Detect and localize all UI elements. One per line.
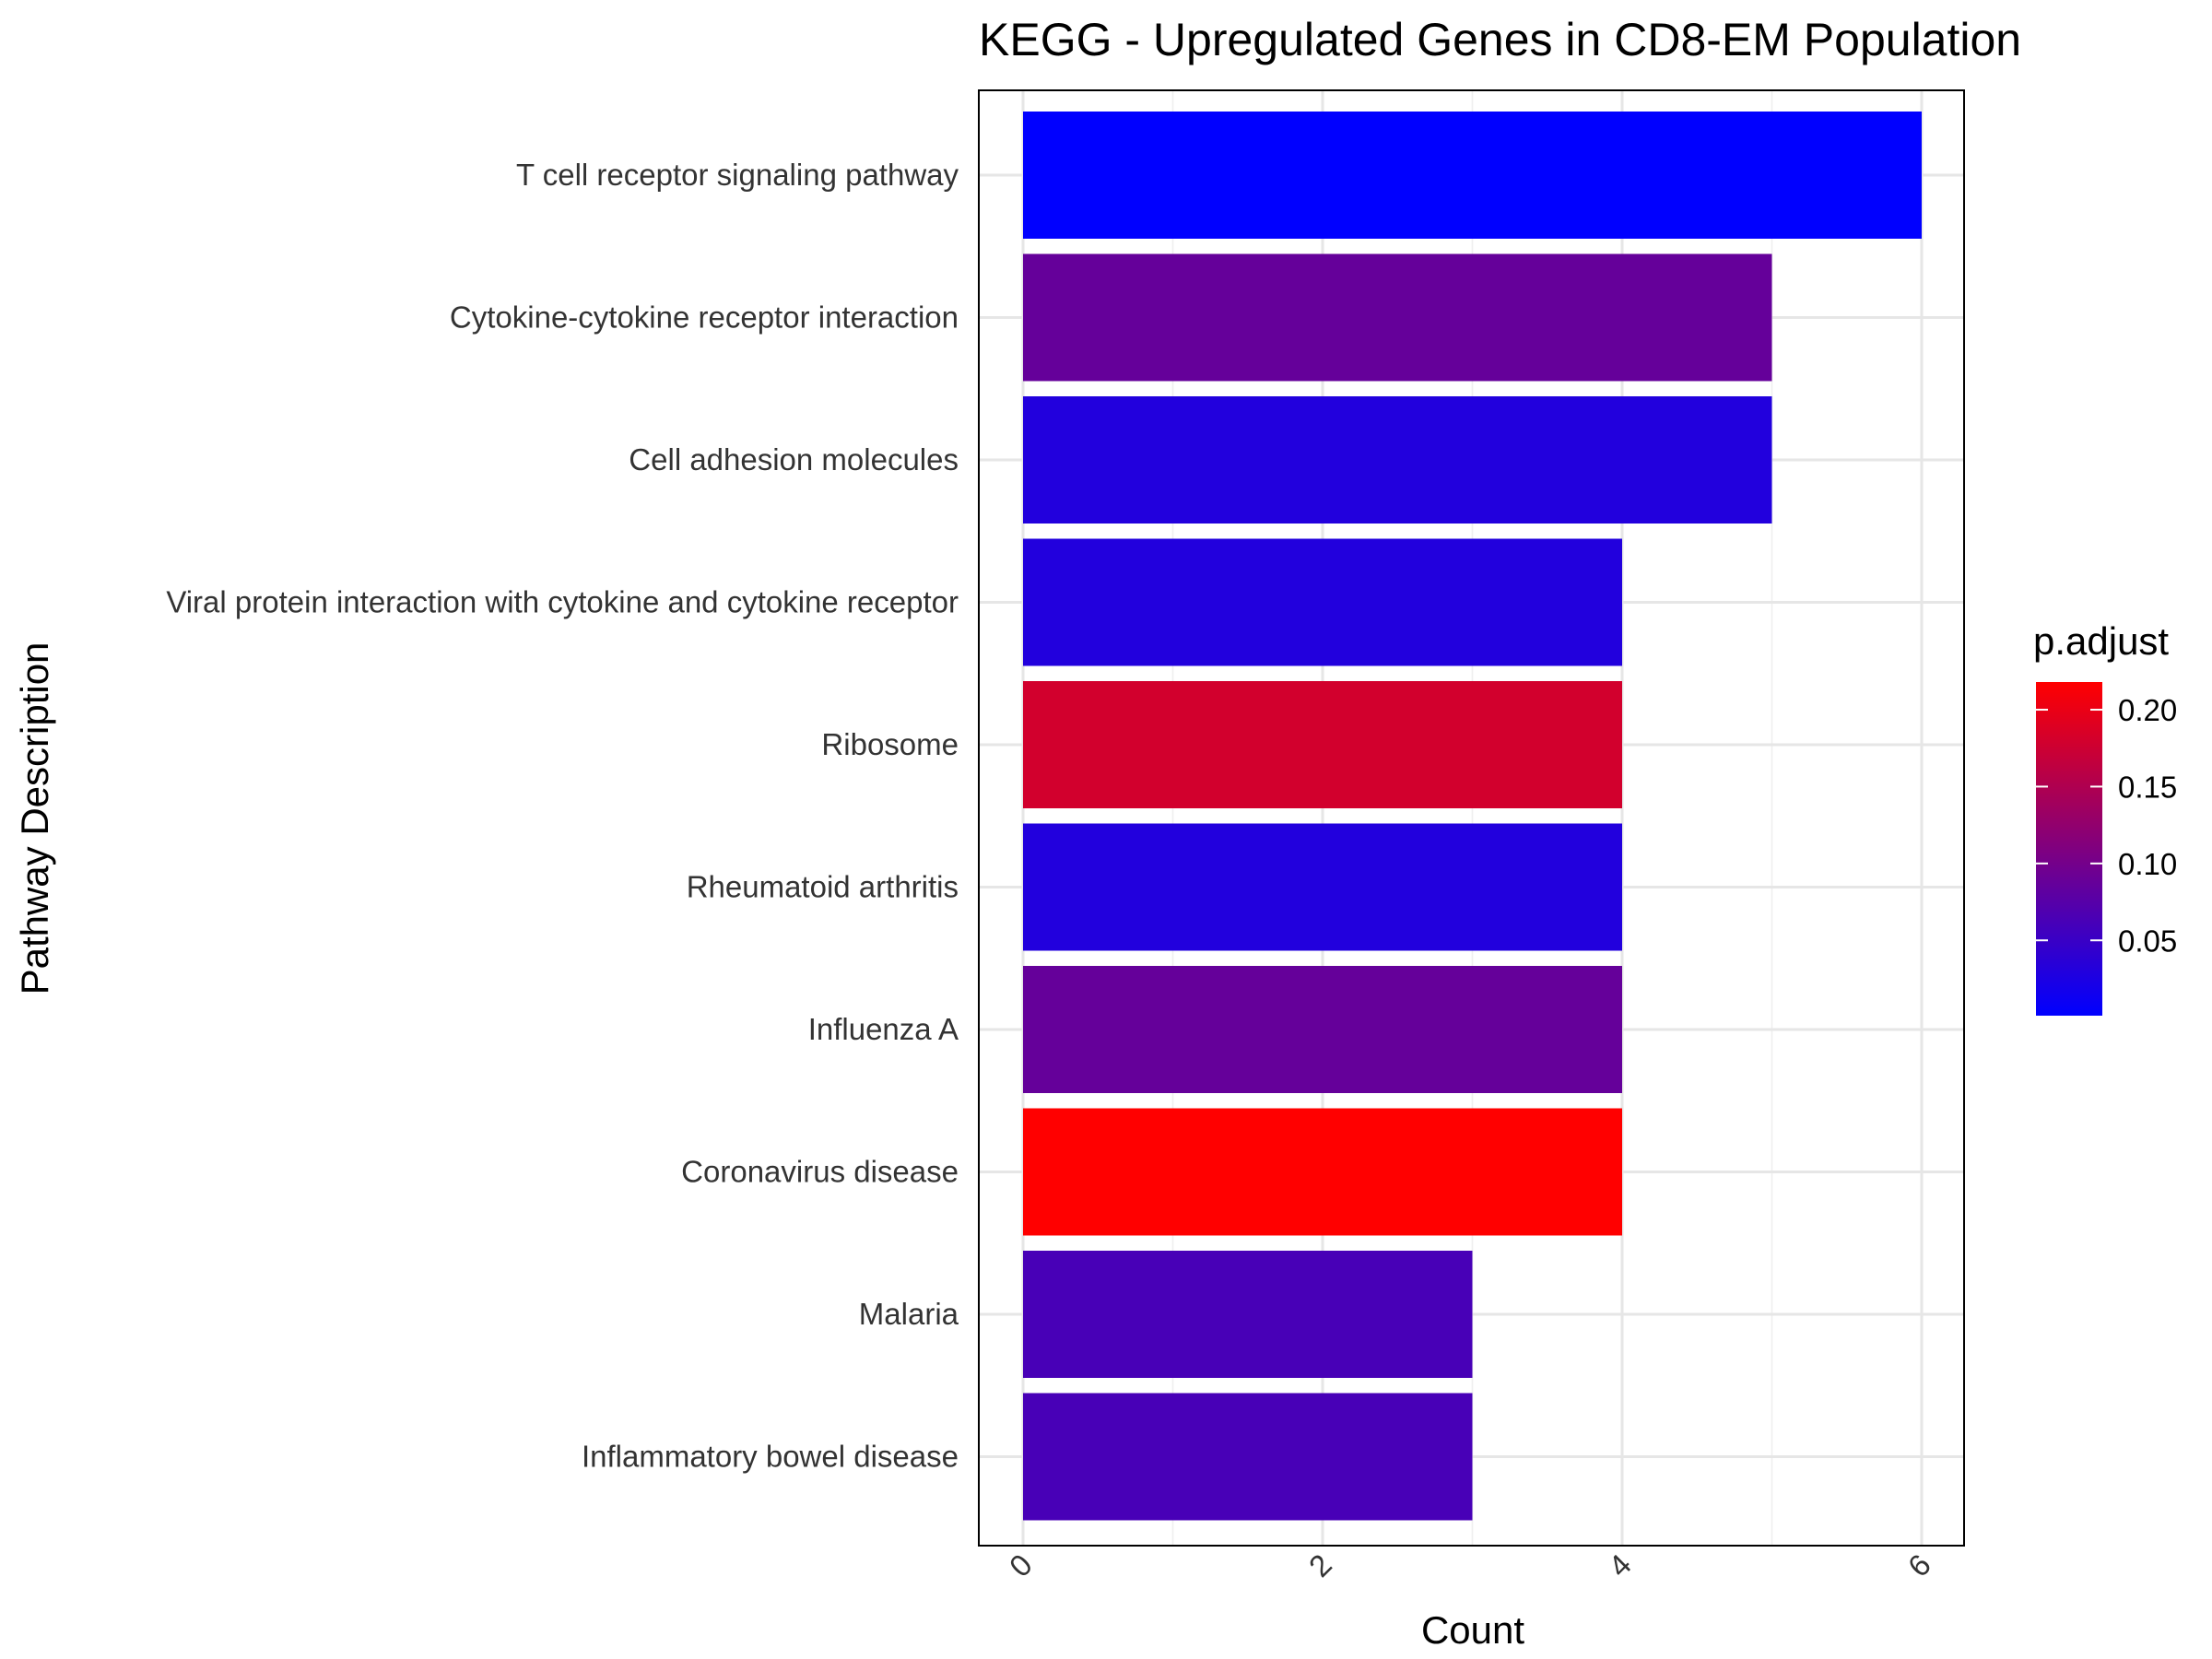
y-tick-label: Ribosome [821,727,959,761]
bar [1023,823,1622,951]
legend-colorbar [2036,682,2102,1016]
legend-ticks: 0.05 0.10 0.15 0.20 [2036,693,2177,958]
y-tick-label: Coronavirus disease [681,1155,959,1189]
legend-tick-label: 0.15 [2118,770,2177,804]
bar [1023,396,1772,524]
x-axis-title: Count [1421,1608,1524,1652]
bar [1023,681,1622,808]
y-axis-title: Pathway Description [13,642,56,995]
bar [1023,112,1922,239]
y-tick-labels: T cell receptor signaling pathway Cytokin… [166,158,959,1474]
y-tick-label: Cell adhesion molecules [629,442,959,477]
y-tick-label: T cell receptor signaling pathway [516,158,959,192]
bar [1023,253,1772,382]
x-tick-label: 2 [1302,1547,1338,1583]
bar [1023,1108,1622,1236]
legend-tick-label: 0.10 [2118,847,2177,881]
legend-tick-label: 0.05 [2118,924,2177,958]
y-tick-label: Malaria [859,1297,959,1331]
x-tick-labels: 0 2 4 6 [1003,1547,1937,1583]
y-tick-label: Viral protein interaction with cytokine … [166,585,959,619]
bar [1023,966,1622,1093]
legend-title: p.adjust [2033,619,2169,663]
plot-border [978,89,1965,1547]
bar [1023,1393,1473,1521]
x-tick-label: 0 [1003,1547,1039,1583]
color-legend: p.adjust 0.05 0.10 0.15 0.20 [2033,619,2177,1016]
chart-title: KEGG - Upregulated Genes in CD8-EM Popul… [979,14,2021,65]
y-tick-label: Influenza A [808,1012,959,1046]
bar [1023,1251,1473,1378]
y-tick-label: Rheumatoid arthritis [687,870,959,904]
y-tick-label: Inflammatory bowel disease [582,1440,959,1474]
x-tick-label: 6 [1901,1547,1937,1583]
bar [1023,538,1622,666]
legend-tick-label: 0.20 [2118,693,2177,727]
y-tick-label: Cytokine-cytokine receptor interaction [450,300,959,335]
x-tick-label: 4 [1602,1547,1638,1583]
bars [1023,112,1922,1521]
